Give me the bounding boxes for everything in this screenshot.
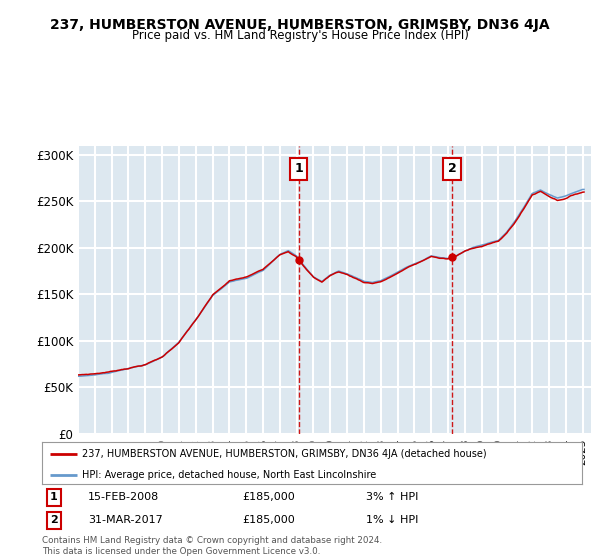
Text: 237, HUMBERSTON AVENUE, HUMBERSTON, GRIMSBY, DN36 4JA: 237, HUMBERSTON AVENUE, HUMBERSTON, GRIM…	[50, 18, 550, 32]
Text: HPI: Average price, detached house, North East Lincolnshire: HPI: Average price, detached house, Nort…	[83, 470, 377, 480]
Text: £185,000: £185,000	[242, 515, 295, 525]
Text: 1: 1	[50, 492, 58, 502]
Text: 2: 2	[448, 162, 457, 175]
Text: 237, HUMBERSTON AVENUE, HUMBERSTON, GRIMSBY, DN36 4JA (detached house): 237, HUMBERSTON AVENUE, HUMBERSTON, GRIM…	[83, 449, 487, 459]
Text: 1% ↓ HPI: 1% ↓ HPI	[366, 515, 418, 525]
Text: 3% ↑ HPI: 3% ↑ HPI	[366, 492, 418, 502]
Text: £185,000: £185,000	[242, 492, 295, 502]
Text: 2: 2	[50, 515, 58, 525]
Text: 1: 1	[294, 162, 303, 175]
Text: 15-FEB-2008: 15-FEB-2008	[88, 492, 159, 502]
Text: Contains HM Land Registry data © Crown copyright and database right 2024.
This d: Contains HM Land Registry data © Crown c…	[42, 536, 382, 556]
Text: Price paid vs. HM Land Registry's House Price Index (HPI): Price paid vs. HM Land Registry's House …	[131, 29, 469, 42]
Text: 31-MAR-2017: 31-MAR-2017	[88, 515, 163, 525]
